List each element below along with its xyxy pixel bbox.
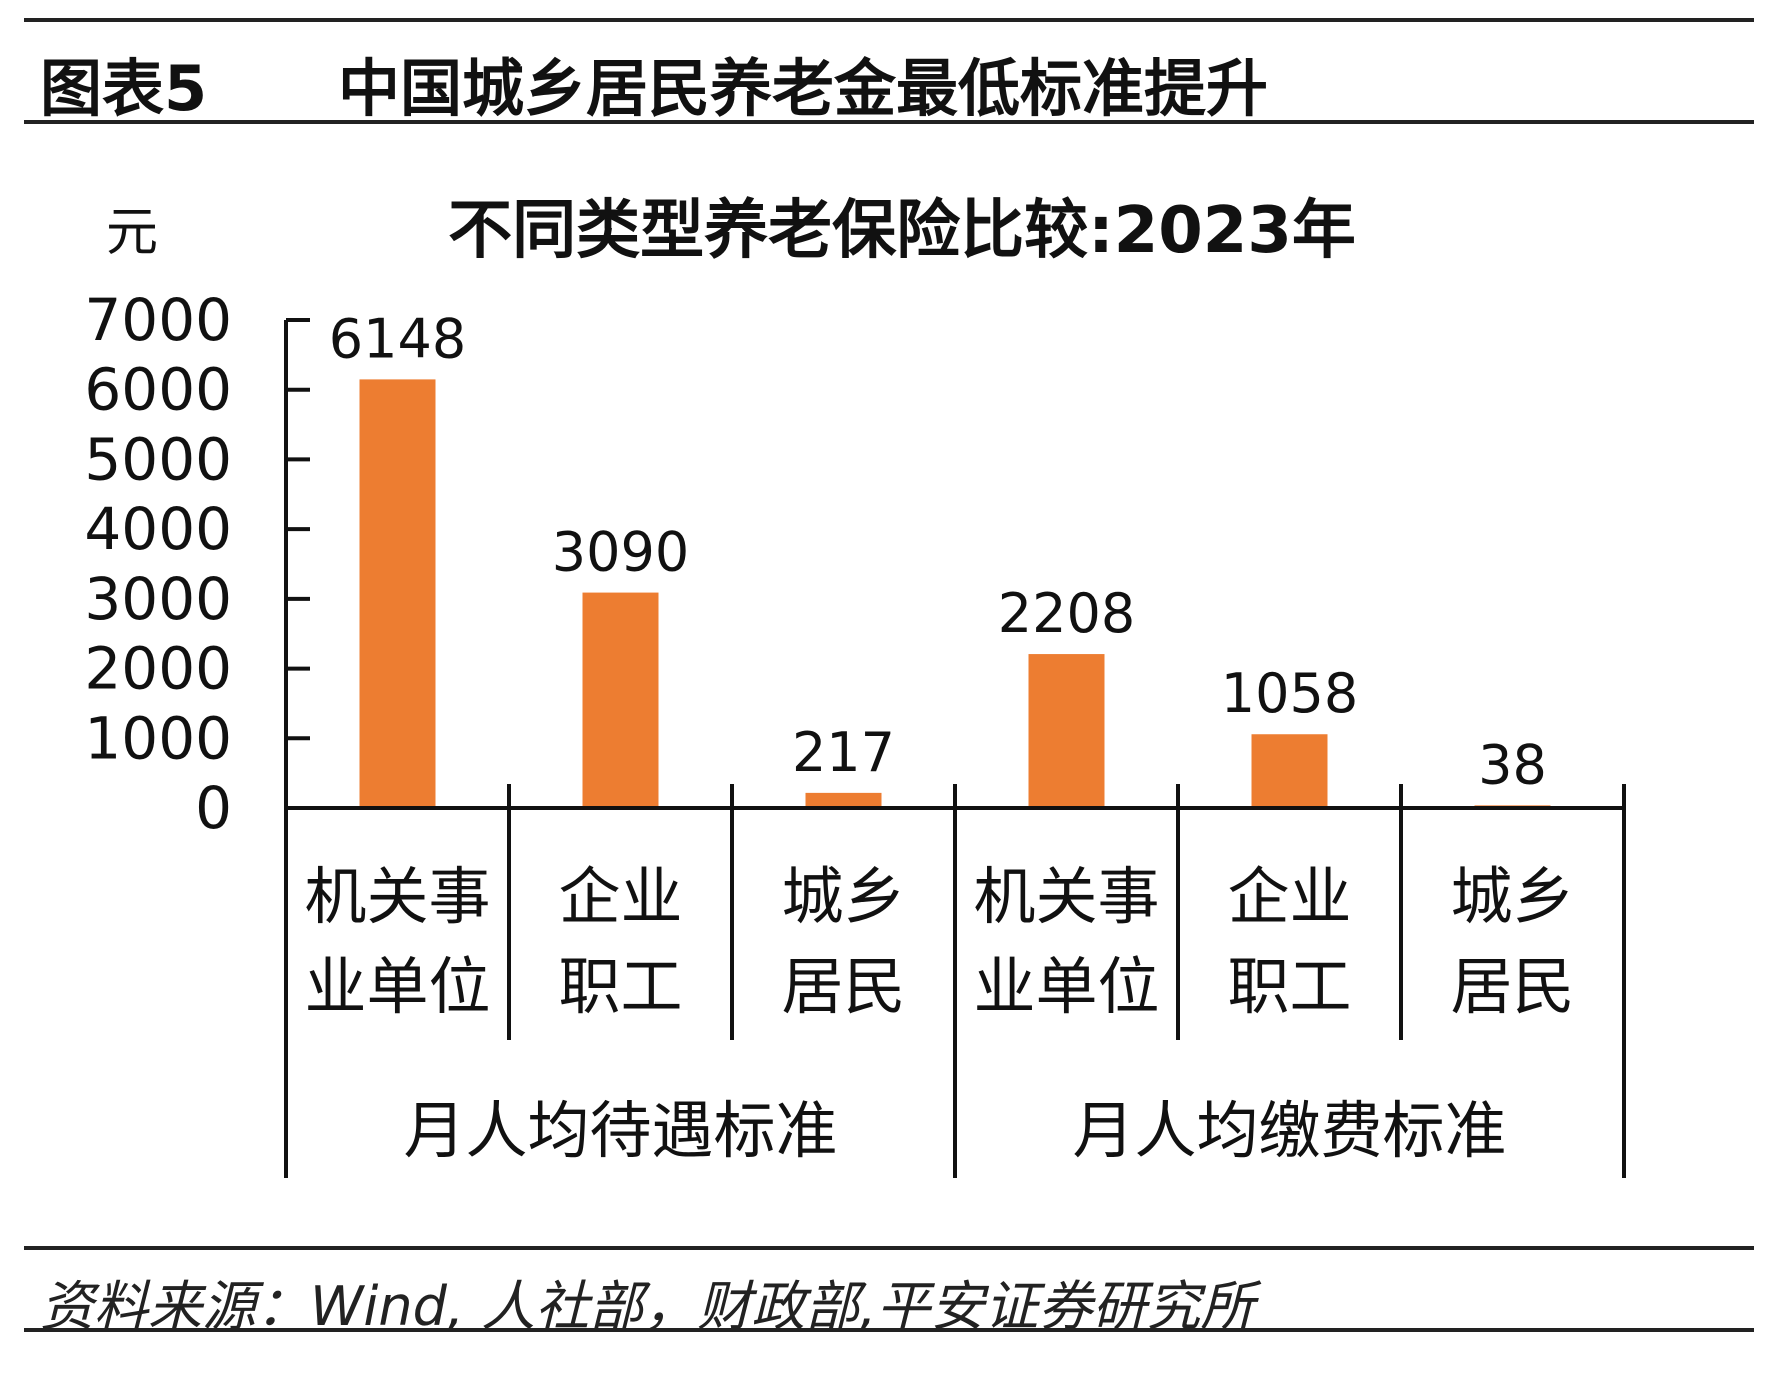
category-label-line1: 城乡	[1450, 860, 1574, 933]
figure-title: 中国城乡居民养老金最低标准提升	[338, 52, 1269, 125]
category-label-line1: 机关事	[973, 860, 1159, 933]
bar	[1251, 734, 1328, 808]
bars: 6148 3090 217 2208 1058 38	[329, 307, 1551, 808]
footer-top-rule	[24, 1246, 1754, 1250]
group-label: 月人均待遇标准	[403, 1094, 837, 1167]
y-tick-label: 3000	[84, 565, 232, 633]
category-label-line2: 业单位	[973, 950, 1159, 1023]
figure-label: 图表5	[40, 52, 208, 125]
y-tick-label: 7000	[84, 286, 232, 354]
bar-value-label: 38	[1478, 733, 1547, 796]
bar-value-label: 6148	[329, 307, 466, 370]
y-tick-label: 1000	[84, 704, 232, 772]
category-label-line1: 城乡	[781, 860, 905, 933]
y-tick-label: 2000	[84, 635, 232, 703]
y-tick-label: 6000	[84, 356, 232, 424]
source-note: 资料来源：Wind, 人社部，财政部,平安证券研究所	[40, 1275, 1255, 1338]
chart-title: 不同类型养老保险比较:2023年	[448, 194, 1356, 268]
footer-bottom-rule	[24, 1328, 1754, 1332]
category-label-line1: 企业	[558, 860, 682, 933]
bar-value-label: 2208	[998, 582, 1135, 645]
category-label-line2: 职工	[1227, 950, 1351, 1023]
group-label: 月人均缴费标准	[1072, 1094, 1506, 1167]
bar-value-label: 1058	[1221, 662, 1358, 725]
y-tick-label: 4000	[84, 495, 232, 563]
bar	[1028, 654, 1105, 808]
bar	[805, 792, 882, 808]
category-label-line2: 居民	[781, 950, 905, 1023]
bar	[582, 592, 659, 808]
category-label-line2: 居民	[1450, 950, 1574, 1023]
top-rule	[24, 18, 1754, 22]
category-label-line1: 机关事	[304, 860, 490, 933]
bar-value-label: 217	[792, 721, 895, 784]
bar-value-label: 3090	[552, 521, 689, 584]
header-rule	[24, 120, 1754, 124]
category-label-line2: 业单位	[304, 950, 490, 1023]
y-axis-unit-label: 元	[106, 203, 158, 263]
category-label-line1: 企业	[1227, 860, 1351, 933]
y-tick-label: 0	[195, 774, 232, 842]
y-tick-label: 5000	[84, 425, 232, 493]
bar	[359, 379, 436, 808]
category-label-line2: 职工	[558, 950, 682, 1023]
